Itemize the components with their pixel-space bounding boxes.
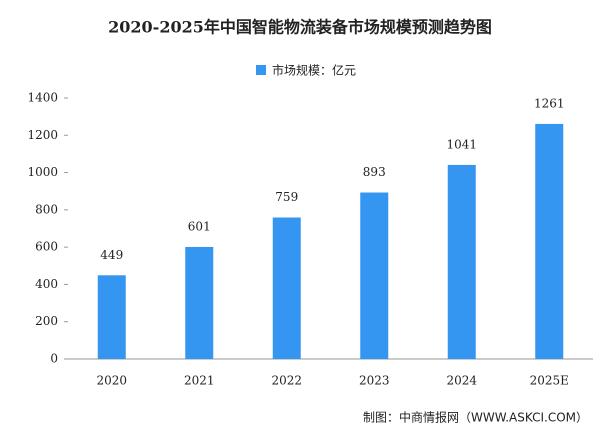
data-label: 759 (275, 190, 298, 204)
bar (447, 164, 476, 359)
x-tick-label: 2020 (96, 374, 127, 388)
bar (185, 246, 214, 359)
y-tick-label: 200 (35, 314, 58, 328)
source-note: 制图：中商情报网（WWW.ASKCI.COM） (363, 410, 588, 425)
y-tick-label: 1200 (27, 128, 58, 142)
bar (535, 123, 564, 359)
data-label: 449 (100, 248, 123, 262)
x-tick-label: 2023 (359, 374, 390, 388)
y-tick-label: 1400 (27, 91, 58, 105)
x-tick-label: 2022 (271, 374, 302, 388)
legend-label: 市场规模：亿元 (272, 63, 356, 78)
y-tick-label: 800 (35, 202, 58, 216)
y-tick-label: 0 (50, 352, 58, 366)
data-label: 601 (188, 219, 211, 233)
bar (272, 217, 301, 359)
legend-swatch (256, 65, 266, 75)
x-tick-label: 2025E (530, 374, 569, 388)
x-tick-label: 2021 (184, 374, 215, 388)
data-label: 1261 (534, 96, 565, 110)
bar (97, 275, 126, 359)
chart-title: 2020-2025年中国智能物流装备市场规模预测趋势图 (108, 18, 492, 37)
x-tick-label: 2024 (446, 374, 477, 388)
bar (360, 192, 389, 359)
data-label: 893 (363, 165, 386, 179)
y-tick-label: 1000 (27, 165, 58, 179)
data-label: 1041 (446, 137, 477, 151)
y-tick-label: 400 (35, 277, 58, 291)
y-tick-label: 600 (35, 240, 58, 254)
